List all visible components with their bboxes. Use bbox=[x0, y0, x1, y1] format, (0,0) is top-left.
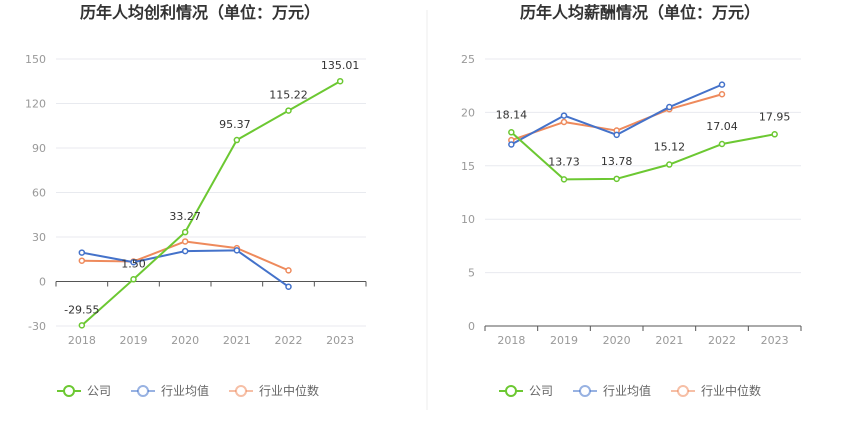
company-data-point bbox=[130, 276, 137, 283]
y-tick-label: 30 bbox=[32, 231, 46, 244]
industry-mean-data-point bbox=[560, 112, 568, 119]
industry-mean-data-point bbox=[285, 283, 292, 290]
y-tick-label: 5 bbox=[468, 267, 475, 280]
company-series-line bbox=[81, 80, 341, 327]
data-label: 135.01 bbox=[321, 59, 360, 72]
industry-median-data-point bbox=[560, 118, 568, 126]
legend-marker bbox=[235, 385, 247, 397]
legend-item-industry-median[interactable]: 行业中位数 bbox=[671, 383, 761, 398]
x-tick-label: 2023 bbox=[326, 334, 354, 347]
data-label: -29.55 bbox=[64, 303, 99, 316]
industry-mean-data-point bbox=[666, 103, 673, 111]
legend-marker bbox=[579, 385, 591, 397]
industry-mean-data-point bbox=[718, 81, 726, 88]
y-tick-label: 0 bbox=[39, 276, 46, 289]
x-tick-label: 2018 bbox=[497, 334, 525, 347]
y-tick-label: 20 bbox=[461, 106, 475, 119]
profit-per-capita-chart: 历年人均创利情况（单位：万元） -30 0 30 60 90 120 150 2018 2019 2… bbox=[25, 3, 367, 398]
industry-mean-data-point bbox=[130, 258, 137, 266]
x-tick-label: 2019 bbox=[120, 334, 148, 347]
industry-mean-data-point bbox=[613, 131, 620, 139]
legend-item-industry-mean[interactable]: 行业均值 bbox=[573, 383, 651, 398]
industry-mean-data-point bbox=[181, 247, 189, 255]
data-label: 33.27 bbox=[169, 210, 201, 223]
company-data-point bbox=[771, 131, 778, 138]
industry-mean-data-point bbox=[233, 247, 241, 254]
x-tick-label: 2022 bbox=[708, 334, 736, 347]
y-tick-label: 90 bbox=[32, 142, 46, 155]
x-tick-label: 2021 bbox=[655, 334, 683, 347]
x-tick-label: 2021 bbox=[223, 334, 251, 347]
legend-label: 行业均值 bbox=[161, 383, 209, 398]
legend-label: 行业均值 bbox=[603, 383, 651, 398]
y-tick-label: 60 bbox=[32, 187, 46, 200]
chart-title: 历年人均薪酬情况（单位：万元） bbox=[520, 3, 760, 22]
x-tick-label: 2020 bbox=[171, 334, 199, 347]
legend-marker bbox=[63, 385, 75, 397]
legend-marker bbox=[137, 385, 149, 397]
legend-label: 行业中位数 bbox=[701, 383, 761, 398]
company-data-point bbox=[718, 140, 726, 148]
data-label: 95.37 bbox=[219, 118, 251, 131]
salary-per-capita-chart: 历年人均薪酬情况（单位：万元） 0 5 10 15 20 25 2018 2019 2020 202… bbox=[461, 3, 802, 398]
industry-mean-data-point bbox=[508, 141, 515, 148]
chart-title: 历年人均创利情况（单位：万元） bbox=[80, 3, 320, 22]
data-label: 18.14 bbox=[496, 108, 528, 121]
industry-median-data-point bbox=[78, 257, 86, 264]
industry-median-data-point bbox=[718, 90, 726, 98]
company-data-point bbox=[233, 136, 241, 144]
data-label: 13.78 bbox=[601, 155, 633, 168]
data-label: 17.95 bbox=[759, 110, 791, 123]
legend-marker bbox=[677, 385, 689, 397]
legend-item-industry-mean[interactable]: 行业均值 bbox=[131, 383, 209, 398]
data-label: 13.73 bbox=[548, 155, 580, 168]
y-tick-label: 25 bbox=[461, 53, 475, 66]
company-series-line bbox=[510, 131, 775, 181]
legend-marker bbox=[505, 385, 517, 397]
data-label: 15.12 bbox=[654, 141, 686, 154]
legend-label: 公司 bbox=[529, 384, 553, 398]
legend-label: 公司 bbox=[87, 384, 111, 398]
company-data-point bbox=[181, 228, 189, 236]
company-data-point bbox=[508, 129, 515, 136]
company-data-point bbox=[336, 77, 344, 85]
y-tick-label: 0 bbox=[468, 320, 475, 333]
y-tick-label: 15 bbox=[461, 160, 475, 173]
x-tick-label: 2018 bbox=[68, 334, 96, 347]
industry-median-data-point bbox=[285, 267, 292, 274]
legend-item-company[interactable]: 公司 bbox=[499, 384, 553, 398]
y-tick-label: 150 bbox=[25, 53, 46, 66]
company-data-point bbox=[613, 175, 620, 183]
legend-label: 行业中位数 bbox=[259, 383, 319, 398]
company-data-point bbox=[78, 322, 86, 329]
data-label: 17.04 bbox=[706, 120, 738, 133]
industry-mean-data-point bbox=[78, 249, 86, 256]
legend-item-industry-median[interactable]: 行业中位数 bbox=[229, 383, 319, 398]
company-data-point bbox=[285, 107, 292, 114]
data-label: 115.22 bbox=[269, 89, 308, 102]
company-data-point bbox=[666, 161, 673, 168]
x-tick-label: 2022 bbox=[275, 334, 303, 347]
company-data-point bbox=[560, 176, 568, 183]
x-tick-label: 2023 bbox=[761, 334, 789, 347]
data-label: 1.50 bbox=[121, 257, 146, 270]
y-tick-label: 120 bbox=[25, 98, 46, 111]
x-tick-label: 2019 bbox=[550, 334, 578, 347]
y-tick-label: 10 bbox=[461, 213, 475, 226]
industry-median-data-point bbox=[181, 238, 189, 245]
y-tick-label: -30 bbox=[28, 320, 46, 333]
legend-item-company[interactable]: 公司 bbox=[57, 384, 111, 398]
x-tick-label: 2020 bbox=[603, 334, 631, 347]
